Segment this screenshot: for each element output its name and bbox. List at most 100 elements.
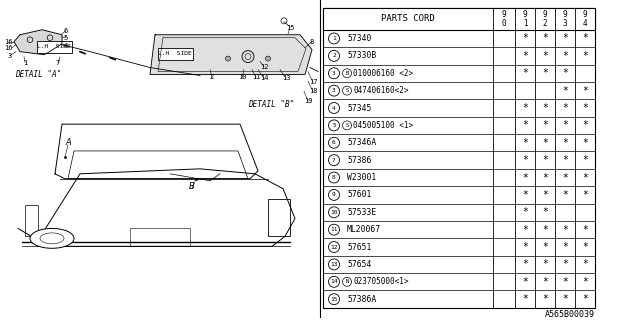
Text: DETAIL "A": DETAIL "A" — [15, 70, 61, 79]
Text: 57651: 57651 — [347, 243, 371, 252]
Text: *: * — [522, 260, 528, 269]
Text: S: S — [346, 123, 349, 128]
Text: B: B — [346, 71, 349, 76]
Text: 3: 3 — [332, 88, 336, 93]
Text: *: * — [542, 260, 548, 269]
Text: *: * — [562, 51, 568, 61]
Text: *: * — [562, 172, 568, 182]
Text: A565B00039: A565B00039 — [545, 310, 595, 319]
Text: 3: 3 — [8, 52, 12, 59]
Text: *: * — [562, 242, 568, 252]
Text: *: * — [562, 225, 568, 235]
Text: *: * — [522, 242, 528, 252]
Bar — [323, 8, 595, 30]
Text: 16: 16 — [4, 39, 12, 45]
Bar — [268, 199, 290, 236]
Text: W23001: W23001 — [347, 173, 376, 182]
Text: 57601: 57601 — [347, 190, 371, 199]
Text: 5: 5 — [332, 123, 336, 128]
Text: *: * — [542, 277, 548, 287]
Text: L.H  SIDE: L.H SIDE — [158, 51, 192, 56]
Text: *: * — [582, 103, 588, 113]
Text: *: * — [562, 34, 568, 44]
Text: 9
0: 9 0 — [502, 10, 506, 28]
Text: *: * — [522, 51, 528, 61]
Text: *: * — [522, 68, 528, 78]
Text: *: * — [542, 190, 548, 200]
Text: DETAIL "B": DETAIL "B" — [248, 100, 294, 109]
Text: *: * — [582, 225, 588, 235]
Text: *: * — [582, 260, 588, 269]
Text: 57533E: 57533E — [347, 208, 376, 217]
Text: 14: 14 — [330, 279, 338, 284]
Text: A: A — [65, 138, 71, 147]
Text: *: * — [522, 34, 528, 44]
Bar — [37, 41, 72, 52]
Text: 5: 5 — [64, 35, 68, 41]
Text: *: * — [582, 172, 588, 182]
Text: L.H  SIDE: L.H SIDE — [37, 44, 71, 49]
Text: 9
1: 9 1 — [523, 10, 527, 28]
Text: *: * — [542, 120, 548, 130]
Text: N: N — [346, 279, 349, 284]
Text: 10: 10 — [237, 75, 246, 80]
Text: 12: 12 — [330, 244, 338, 250]
Text: 17: 17 — [308, 79, 317, 85]
Text: ML20067: ML20067 — [347, 225, 381, 234]
Text: *: * — [542, 138, 548, 148]
Text: *: * — [582, 277, 588, 287]
Text: 1: 1 — [332, 36, 336, 41]
Text: *: * — [582, 190, 588, 200]
Text: *: * — [562, 260, 568, 269]
Text: *: * — [582, 51, 588, 61]
Text: *: * — [542, 68, 548, 78]
Text: PARTS CORD: PARTS CORD — [381, 14, 435, 23]
Text: 4: 4 — [64, 43, 68, 49]
Text: *: * — [522, 207, 528, 217]
Text: 57330B: 57330B — [347, 52, 376, 60]
Polygon shape — [14, 30, 62, 55]
Text: *: * — [522, 190, 528, 200]
Text: *: * — [522, 120, 528, 130]
Text: 9
2: 9 2 — [543, 10, 547, 28]
Text: *: * — [522, 103, 528, 113]
Text: *: * — [582, 86, 588, 96]
Text: 7: 7 — [56, 60, 60, 66]
Ellipse shape — [40, 233, 64, 244]
Text: *: * — [562, 277, 568, 287]
Text: 9
4: 9 4 — [582, 10, 588, 28]
Text: *: * — [522, 277, 528, 287]
Text: *: * — [522, 294, 528, 304]
Text: *: * — [542, 34, 548, 44]
Text: 7: 7 — [332, 158, 336, 163]
Text: *: * — [542, 103, 548, 113]
Text: 2: 2 — [332, 53, 336, 58]
Bar — [25, 204, 38, 236]
Text: *: * — [542, 51, 548, 61]
Text: 15: 15 — [285, 25, 294, 31]
Text: 023705000<1>: 023705000<1> — [353, 277, 408, 286]
Ellipse shape — [30, 228, 74, 248]
Text: 6: 6 — [64, 28, 68, 34]
Text: 047406160<2>: 047406160<2> — [353, 86, 408, 95]
Text: *: * — [562, 138, 568, 148]
Text: 6: 6 — [332, 140, 336, 145]
Text: 11: 11 — [330, 227, 338, 232]
Text: *: * — [522, 172, 528, 182]
Text: 045005100 <1>: 045005100 <1> — [353, 121, 413, 130]
Text: *: * — [562, 294, 568, 304]
Text: 57345: 57345 — [347, 103, 371, 113]
Text: 8: 8 — [332, 175, 336, 180]
Text: *: * — [582, 34, 588, 44]
Text: 9
3: 9 3 — [563, 10, 567, 28]
Text: *: * — [522, 155, 528, 165]
Circle shape — [266, 56, 271, 61]
Text: 16: 16 — [4, 45, 12, 51]
Text: 010006160 <2>: 010006160 <2> — [353, 69, 413, 78]
Text: 8: 8 — [310, 39, 314, 45]
Text: 57340: 57340 — [347, 34, 371, 43]
Text: *: * — [562, 68, 568, 78]
Text: 19: 19 — [304, 98, 312, 104]
Text: S: S — [346, 88, 349, 93]
Text: *: * — [582, 242, 588, 252]
